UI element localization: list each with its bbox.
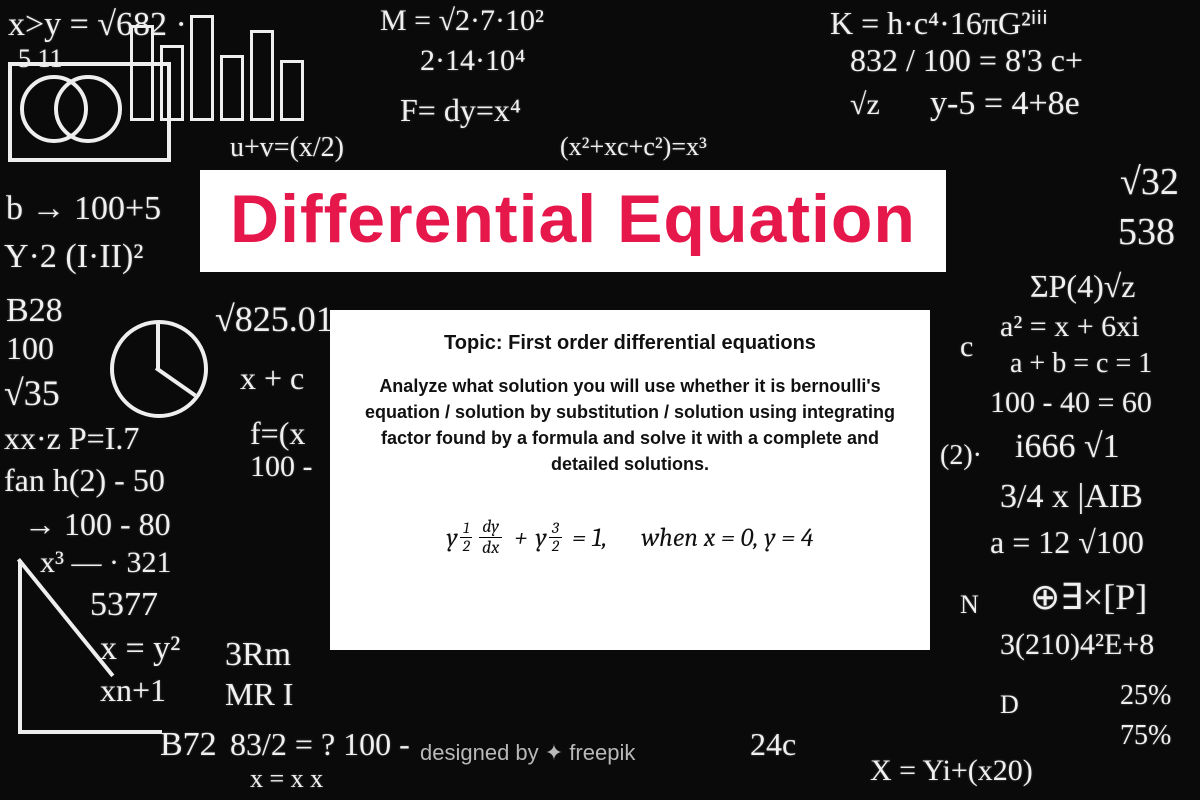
chalk-text: a² = x + 6xi (1000, 310, 1139, 344)
chalk-text: √z (850, 88, 880, 122)
instructions-text: Analyze what solution you will use wheth… (358, 373, 902, 477)
chalk-text: M = √2·7·10² (380, 4, 544, 38)
exp2-num: 3 (549, 520, 562, 539)
chalk-text: (x²+xc+c²)=x³ (560, 132, 707, 162)
chalk-text: b → 100+5 (6, 190, 161, 228)
exp1-den: 2 (460, 538, 473, 556)
chalk-text: 832 / 100 = 8'3 c+ (850, 42, 1083, 79)
chalk-text: 538 (1118, 210, 1175, 254)
chalk-text: 3(210)4²E+8 (1000, 628, 1154, 662)
triangle-icon (18, 560, 158, 730)
chalk-text: ΣP(4)√z (1030, 268, 1136, 305)
chalk-text: 3Rm (225, 636, 291, 674)
chalk-text: 3/4 x |AIB (1000, 478, 1143, 516)
chalk-text: (2)· (940, 440, 982, 472)
chalk-text: MR I (225, 676, 293, 713)
chalk-text: X = Yi+(x20) (870, 754, 1033, 788)
chalkboard-background: x>y = √682 · 5 11 M = √2·7·10² 2·14·10⁴ … (0, 0, 1200, 800)
dy-label: dy (479, 517, 502, 538)
topic-label: Topic: First order differential equation… (358, 332, 902, 355)
chalk-text: a + b = c = 1 (1010, 348, 1152, 380)
equation-row: y 1 2 dy dx + y 3 2 = 1, when x = 0, y =… (358, 517, 902, 558)
chalk-text: y-5 = 4+8e (930, 85, 1080, 123)
equation-lhs: y 1 2 dy dx + y 3 2 = 1, (446, 517, 607, 558)
bar-chart-icon (130, 15, 304, 121)
exp1-num: 1 (460, 520, 472, 539)
chalk-text: √825.01 (215, 298, 334, 340)
chalk-text: F= dy=x⁴ (400, 92, 521, 129)
dx-label: dx (479, 538, 502, 558)
chalk-text: u+v=(x/2) (230, 132, 344, 164)
chalk-text: 2·14·10⁴ (420, 44, 525, 78)
chalk-text: √35 (4, 372, 60, 414)
chalk-text: x = x x (250, 764, 323, 794)
chalk-text: → 100 - 80 (24, 506, 171, 543)
page-title: Differential Equation (230, 181, 916, 257)
chalk-text: D (1000, 690, 1019, 720)
chalk-text: 25% (1120, 680, 1171, 712)
chalk-text: B28 (6, 292, 63, 330)
chalk-text: 100 (6, 330, 54, 367)
chalk-text: 100 - 40 = 60 (990, 386, 1152, 420)
chalk-text: 100 - (250, 450, 313, 484)
chalk-text: f=(x (250, 415, 305, 452)
chalk-text: √32 (1120, 160, 1179, 204)
chalk-text: xx·z P=I.7 (4, 420, 139, 457)
chalk-text: c (960, 330, 973, 364)
chalk-text: fan h(2) - 50 (4, 462, 165, 499)
title-banner: Differential Equation (200, 170, 946, 272)
credit-text: designed by ✦ freepik (420, 740, 635, 766)
chalk-text: K = h·c⁴·16πG²ⁱⁱⁱ (830, 4, 1048, 42)
chalk-text: B72 (160, 726, 217, 764)
pie-chart-icon (110, 320, 208, 418)
chalk-text: a = 12 √100 (990, 524, 1144, 561)
equation-rhs: = 1, (572, 523, 607, 553)
initial-condition: when x = 0, y = 4 (641, 523, 813, 553)
chalk-text: x + c (240, 360, 304, 397)
chalk-text: 24c (750, 726, 796, 763)
chalk-text: i666 √1 (1015, 428, 1120, 466)
chalk-text: 75% (1120, 720, 1171, 752)
chalk-text: 83/2 = ? 100 - (230, 726, 410, 763)
exp2-den: 2 (549, 538, 562, 556)
chalk-text: Y·2 (I·II)² (4, 238, 144, 276)
chalk-text: ⊕∃×[P] (1030, 576, 1147, 618)
problem-card: Topic: First order differential equation… (330, 310, 930, 650)
chalk-text: N (960, 590, 979, 620)
